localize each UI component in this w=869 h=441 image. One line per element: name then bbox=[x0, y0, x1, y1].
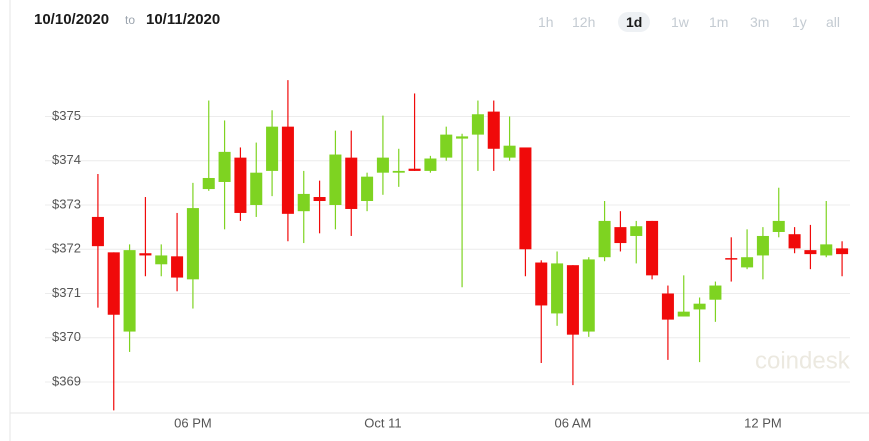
candle-body bbox=[440, 134, 453, 158]
candle-body bbox=[772, 220, 785, 232]
candle-body bbox=[297, 193, 310, 212]
watermark: coindesk bbox=[755, 347, 851, 374]
range-button[interactable]: 1d bbox=[618, 12, 651, 32]
candle-body bbox=[836, 248, 849, 255]
candle-body bbox=[250, 172, 263, 205]
x-tick-label: 06 PM bbox=[174, 415, 212, 430]
candle-body bbox=[345, 157, 358, 209]
range-button[interactable]: 3m bbox=[750, 14, 770, 30]
candle-body bbox=[107, 252, 120, 315]
candle-body bbox=[487, 111, 500, 149]
candle-body bbox=[139, 253, 152, 256]
candle-body bbox=[281, 126, 294, 214]
candle-body bbox=[566, 265, 579, 335]
candle-body bbox=[519, 147, 532, 250]
candle-body bbox=[709, 285, 722, 300]
header: 10/10/2020 to 10/11/2020 1h 12h 1d 1w 1m 3m 1y… bbox=[0, 0, 869, 44]
candle-body bbox=[266, 126, 279, 171]
candle-body bbox=[693, 303, 706, 310]
y-tick-label: $372 bbox=[52, 241, 81, 256]
y-tick-label: $369 bbox=[52, 373, 81, 388]
x-tick-label: 12 PM bbox=[744, 415, 782, 430]
candle-body bbox=[218, 151, 231, 182]
candle-body bbox=[392, 170, 405, 173]
candle-body bbox=[725, 258, 738, 260]
candle-body bbox=[361, 176, 374, 202]
candle-body bbox=[91, 216, 104, 247]
candle-body bbox=[598, 220, 611, 258]
candle-body bbox=[551, 263, 564, 314]
candle-body bbox=[155, 255, 168, 265]
candle-body bbox=[234, 157, 247, 213]
candle-body bbox=[630, 226, 643, 236]
to-date[interactable]: 10/11/2020 bbox=[146, 11, 221, 28]
x-tick-label: Oct 11 bbox=[364, 415, 401, 430]
candle-body bbox=[820, 244, 833, 256]
candle-body bbox=[677, 311, 690, 317]
range-button[interactable]: 1y bbox=[792, 14, 807, 30]
candle-body bbox=[186, 208, 199, 280]
candle-body bbox=[424, 158, 437, 171]
candle-body bbox=[804, 250, 817, 255]
to-word: to bbox=[125, 13, 136, 27]
y-tick-label: $371 bbox=[52, 285, 81, 300]
candle-body bbox=[456, 136, 469, 139]
candle-body bbox=[471, 114, 484, 135]
candle-body bbox=[661, 293, 674, 320]
candle-body bbox=[503, 145, 516, 158]
candle-body bbox=[171, 256, 184, 278]
candle-body bbox=[202, 177, 215, 190]
range-button[interactable]: 12h bbox=[572, 14, 596, 30]
candle-body bbox=[788, 234, 801, 249]
candle-body bbox=[646, 220, 659, 276]
y-tick-label: $373 bbox=[52, 196, 81, 211]
candle-body bbox=[741, 257, 754, 268]
candle-body bbox=[329, 154, 342, 205]
y-tick-label: $374 bbox=[52, 152, 81, 167]
candle-body bbox=[582, 259, 595, 332]
x-tick-label: 06 AM bbox=[554, 415, 591, 430]
candle-body bbox=[535, 262, 548, 306]
candle-body bbox=[313, 197, 326, 202]
candle-body bbox=[756, 235, 769, 256]
from-date[interactable]: 10/10/2020 bbox=[34, 11, 110, 28]
range-button[interactable]: 1w bbox=[671, 14, 689, 30]
candle-body bbox=[123, 250, 136, 332]
range-button[interactable]: 1h bbox=[538, 14, 554, 30]
candle-body bbox=[408, 168, 421, 171]
range-button[interactable]: 1m bbox=[709, 14, 729, 30]
candle-body bbox=[376, 157, 389, 173]
y-tick-label: $370 bbox=[52, 329, 81, 344]
candle-body bbox=[614, 227, 627, 244]
y-tick-label: $375 bbox=[52, 108, 81, 123]
range-button[interactable]: all bbox=[826, 14, 841, 30]
